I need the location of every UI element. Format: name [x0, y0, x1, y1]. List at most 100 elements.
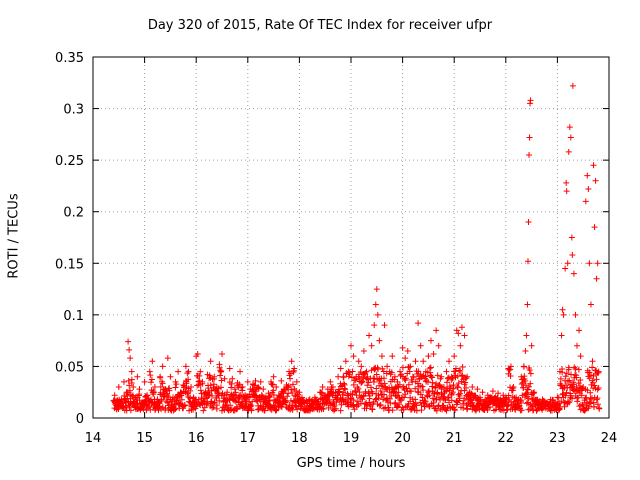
data-point: [492, 394, 499, 401]
scatter-point: [556, 406, 563, 413]
scatter-point: [293, 388, 300, 395]
scatter-point: [368, 367, 375, 374]
data-point: [384, 363, 391, 370]
scatter-point: [526, 366, 533, 373]
data-point: [298, 394, 305, 401]
scatter-point: [255, 385, 262, 392]
data-point: [538, 402, 545, 409]
data-point: [569, 252, 576, 259]
scatter-point: [126, 387, 133, 394]
scatter-point: [399, 364, 406, 371]
data-point: [304, 402, 311, 409]
data-point: [455, 330, 462, 337]
x-tick-label: 22: [498, 431, 515, 446]
data-point: [146, 368, 153, 375]
scatter-point: [364, 373, 371, 380]
scatter-point: [463, 406, 470, 413]
scatter-point: [562, 373, 569, 380]
scatter-point: [185, 376, 192, 383]
scatter-background-points: [110, 363, 603, 414]
chart-title: Day 320 of 2015, Rate Of TEC Index for r…: [147, 18, 493, 33]
scatter-point: [562, 392, 569, 399]
data-point: [139, 399, 146, 406]
scatter-point: [203, 395, 210, 402]
scatter-point: [594, 395, 601, 402]
scatter-point: [583, 394, 590, 401]
data-point: [242, 392, 249, 399]
data-point: [244, 378, 251, 385]
scatter-point: [287, 375, 294, 382]
data-point: [402, 355, 409, 362]
scatter-point: [228, 384, 235, 391]
data-point: [522, 347, 529, 354]
scatter-point: [507, 372, 514, 379]
data-point: [247, 386, 254, 393]
data-point: [202, 389, 209, 396]
scatter-point: [326, 396, 333, 403]
scatter-point: [444, 394, 451, 401]
scatter-point: [587, 400, 594, 407]
y-tick-label: 0.25: [55, 154, 84, 169]
scatter-point: [246, 393, 253, 400]
data-point: [322, 392, 329, 399]
scatter-point: [457, 390, 464, 397]
scatter-point: [120, 403, 127, 410]
data-point: [360, 347, 367, 354]
data-point: [190, 394, 197, 401]
scatter-point: [282, 398, 289, 405]
scatter-point: [412, 385, 419, 392]
scatter-point: [403, 385, 410, 392]
y-tick-label: 0.15: [55, 257, 84, 272]
data-point: [197, 368, 204, 375]
data-point: [469, 384, 476, 391]
data-point: [376, 337, 383, 344]
data-point: [340, 373, 347, 380]
scatter-point: [180, 403, 187, 410]
data-point: [172, 378, 179, 385]
data-point: [590, 162, 597, 169]
data-point: [211, 373, 218, 380]
scatter-point: [380, 405, 387, 412]
scatter-point: [294, 406, 301, 413]
scatter-point: [413, 407, 420, 414]
scatter-point: [587, 372, 594, 379]
data-point: [273, 384, 280, 391]
data-point: [507, 363, 514, 370]
scatter-point: [434, 389, 441, 396]
data-point: [268, 378, 275, 385]
scatter-point: [443, 407, 450, 414]
scatter-point: [380, 396, 387, 403]
scatter-point: [433, 407, 440, 414]
data-point: [562, 265, 569, 272]
data-point: [301, 399, 308, 406]
data-point: [283, 381, 290, 388]
scatter-point: [159, 380, 166, 387]
scatter-point: [525, 395, 532, 402]
data-point: [237, 368, 244, 375]
data-point: [570, 270, 577, 277]
scatter-point: [350, 402, 357, 409]
data-point: [502, 394, 509, 401]
data-point: [567, 134, 574, 141]
data-point: [314, 398, 321, 405]
data-point: [594, 260, 601, 267]
data-point: [466, 389, 473, 396]
data-point: [280, 386, 287, 393]
scatter-point: [428, 373, 435, 380]
data-point: [531, 389, 538, 396]
data-point: [422, 368, 429, 375]
scatter-point: [150, 389, 157, 396]
data-point: [374, 311, 381, 318]
scatter-point: [470, 403, 477, 410]
data-point: [566, 124, 573, 131]
data-point: [128, 368, 135, 375]
data-point: [136, 386, 143, 393]
scatter-point: [355, 385, 362, 392]
y-tick-label: 0.3: [63, 103, 84, 118]
scatter-point: [346, 369, 353, 376]
scatter-point: [213, 405, 220, 412]
data-point: [327, 378, 334, 385]
scatter-point: [400, 406, 407, 413]
scatter-point: [377, 387, 384, 394]
scatter-point: [360, 393, 367, 400]
